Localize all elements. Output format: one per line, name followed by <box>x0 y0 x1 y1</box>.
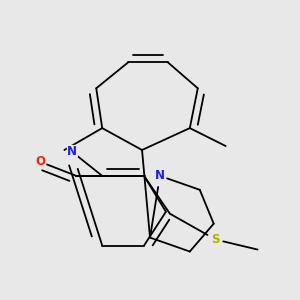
Text: N: N <box>68 146 77 158</box>
Text: S: S <box>212 233 220 246</box>
Text: N: N <box>155 169 165 182</box>
Text: O: O <box>35 155 46 168</box>
